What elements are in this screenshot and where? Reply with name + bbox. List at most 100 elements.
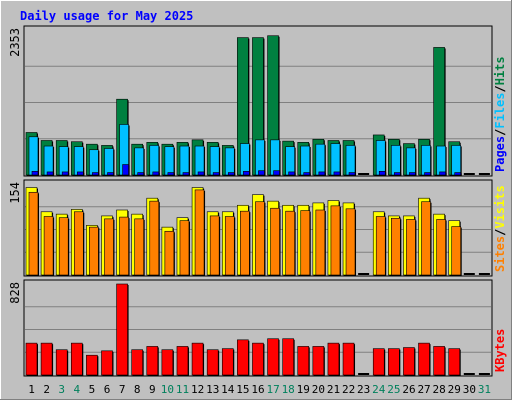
bar-hits-pages-15 <box>243 171 250 176</box>
bar-kbytes-kbytes-27 <box>418 342 430 376</box>
day-label-14: 14 <box>221 383 235 396</box>
bar-kbytes-kbytes-5 <box>86 354 98 376</box>
bar-hits-pages-5 <box>92 172 99 176</box>
bar-hits-pages-1 <box>31 171 39 176</box>
legend-part-hits-2: Files <box>493 93 507 129</box>
bar-hits-files-5 <box>89 149 99 176</box>
day-label-2: 2 <box>43 383 50 396</box>
bar-visits-sites-7 <box>119 216 129 276</box>
day-label-28: 28 <box>433 383 446 396</box>
bar-visits-sites-27 <box>421 201 431 276</box>
legend-part-visits-0: Sites <box>493 236 507 272</box>
bar-hits-pages-27 <box>424 172 431 176</box>
bar-visits-sites-22 <box>345 208 356 276</box>
day-label-23: 23 <box>357 383 370 396</box>
bar-hits-files-16 <box>255 139 265 176</box>
y-max-label-kbytes: 828 <box>8 282 22 304</box>
bar-hits-files-19 <box>300 145 311 176</box>
day-label-20: 20 <box>312 383 325 396</box>
bar-visits-sites-17 <box>270 207 280 276</box>
legend-part-kbytes-0: KBytes <box>493 329 507 372</box>
bar-visits-sites-5 <box>89 226 99 276</box>
bar-visits-sites-24 <box>375 216 386 276</box>
bar-visits-sites-3 <box>58 217 69 276</box>
bar-visits-sites-20 <box>315 209 326 276</box>
bar-kbytes-kbytes-13 <box>206 349 219 376</box>
day-label-3: 3 <box>58 383 65 396</box>
bar-hits-pages-3 <box>61 171 69 176</box>
bar-kbytes-kbytes-9 <box>146 346 159 376</box>
bar-hits-files-22 <box>345 145 356 176</box>
bar-hits-files-28 <box>436 145 446 176</box>
bar-hits-pages-19 <box>303 172 311 176</box>
legend-part-hits-1: / <box>493 129 507 136</box>
bar-visits-sites-4 <box>73 211 84 276</box>
legend-part-hits-4: Hits <box>493 56 507 85</box>
bar-visits-sites-26 <box>406 219 416 276</box>
bar-hits-pages-18 <box>288 171 295 176</box>
day-label-31: 31 <box>478 383 491 396</box>
bar-hits-files-26 <box>406 147 416 176</box>
day-label-4: 4 <box>74 383 81 396</box>
bar-hits-pages-11 <box>182 172 190 176</box>
bar-hits-files-20 <box>315 143 326 176</box>
legend-part-hits-0: Pages <box>493 136 507 172</box>
bar-visits-sites-6 <box>104 218 114 276</box>
bar-kbytes-kbytes-25 <box>388 348 400 376</box>
bar-hits-files-9 <box>149 145 160 176</box>
bar-hits-pages-26 <box>409 172 416 176</box>
day-label-6: 6 <box>104 383 111 396</box>
chart-panels: 2353Pages/Files/Hits154Sites/Visits828KB… <box>8 25 507 377</box>
bar-visits-sites-21 <box>330 205 341 276</box>
bar-kbytes-kbytes-26 <box>403 347 415 376</box>
bar-hits-pages-25 <box>394 172 401 176</box>
panel-kbytes: 828 KBytes <box>8 279 507 377</box>
bar-kbytes-kbytes-1 <box>25 342 38 376</box>
bar-kbytes-kbytes-6 <box>101 350 113 376</box>
day-label-11: 11 <box>176 383 189 396</box>
bar-kbytes-kbytes-3 <box>55 349 68 376</box>
bar-kbytes-kbytes-21 <box>327 342 340 376</box>
bar-hits-pages-16 <box>258 170 265 176</box>
bar-hits-files-2 <box>43 145 54 176</box>
day-label-1: 1 <box>28 383 35 396</box>
bar-hits-pages-10 <box>167 172 175 176</box>
bar-hits-pages-8 <box>137 172 144 176</box>
bar-kbytes-kbytes-2 <box>40 342 53 376</box>
bar-hits-pages-14 <box>227 172 235 176</box>
bar-hits-files-18 <box>285 146 295 176</box>
day-label-16: 16 <box>251 383 264 396</box>
bar-visits-sites-9 <box>149 200 160 276</box>
bar-kbytes-kbytes-16 <box>252 342 264 376</box>
bar-kbytes-kbytes-18 <box>282 338 294 376</box>
bar-hits-files-12 <box>194 145 205 176</box>
panel-visits: 154 Sites/Visits <box>8 179 507 277</box>
bar-kbytes-kbytes-20 <box>312 346 325 376</box>
day-label-13: 13 <box>206 383 219 396</box>
day-label-17: 17 <box>266 383 279 396</box>
bar-hits-files-6 <box>104 148 114 176</box>
bar-hits-pages-9 <box>152 171 160 176</box>
bar-hits-files-11 <box>179 145 190 176</box>
day-label-27: 27 <box>417 383 430 396</box>
bar-hits-files-21 <box>330 143 341 176</box>
bar-hits-files-10 <box>164 146 175 176</box>
bar-kbytes-kbytes-17 <box>267 338 279 376</box>
bar-hits-files-27 <box>421 145 431 176</box>
bar-hits-files-1 <box>28 136 39 176</box>
bar-visits-sites-13 <box>209 215 220 276</box>
bar-hits-files-3 <box>58 146 69 176</box>
bar-hits-pages-28 <box>439 171 446 176</box>
bar-hits-files-13 <box>209 146 220 176</box>
bar-hits-files-25 <box>391 145 401 176</box>
series-legend-kbytes: KBytes <box>493 329 507 372</box>
bar-hits-pages-24 <box>378 171 386 176</box>
bar-visits-sites-16 <box>255 201 265 276</box>
bar-kbytes-kbytes-29 <box>448 348 461 376</box>
legend-part-hits-3: / <box>493 85 507 92</box>
bar-hits-pages-7 <box>122 164 129 176</box>
bar-hits-files-17 <box>270 139 280 176</box>
day-label-15: 15 <box>236 383 249 396</box>
bar-hits-pages-13 <box>212 172 220 176</box>
chart-title: Daily usage for May 2025 <box>20 9 193 23</box>
